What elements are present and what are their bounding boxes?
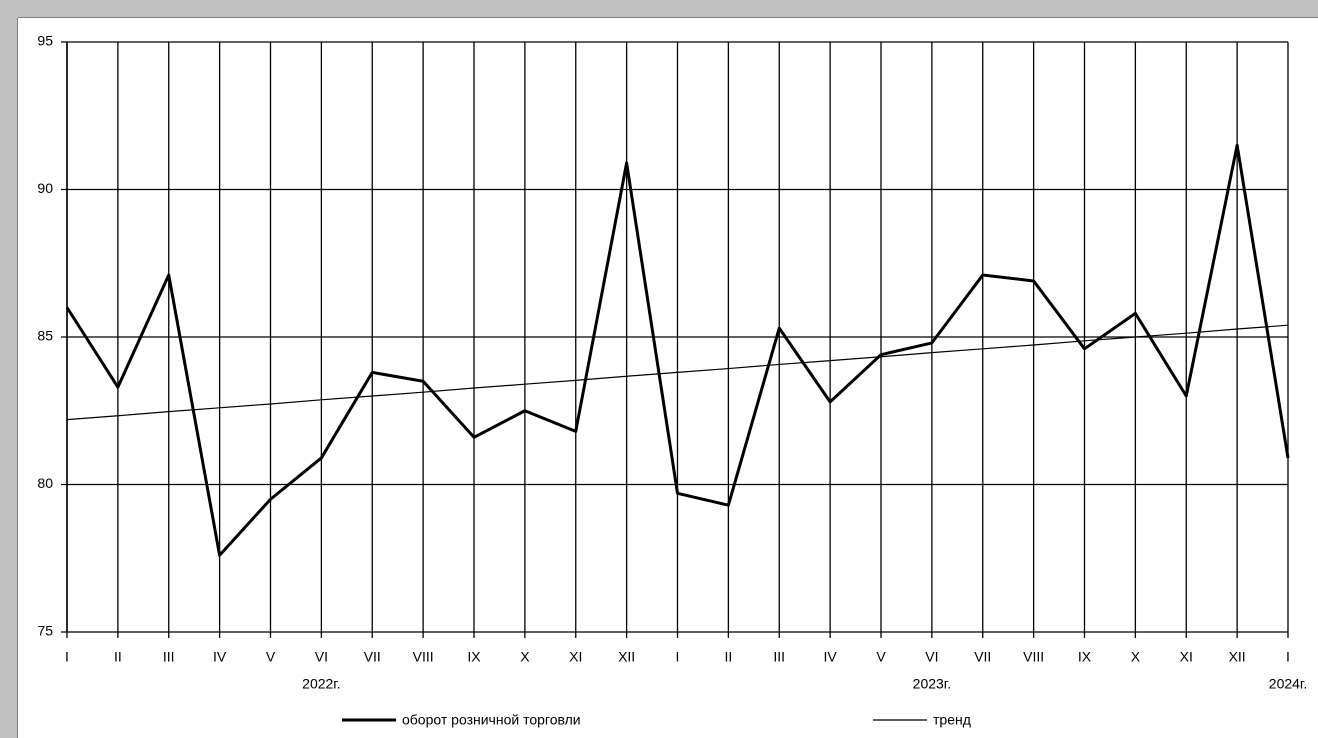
x-tick-label: IV <box>824 649 838 665</box>
x-tick-label: XI <box>569 649 582 665</box>
legend-label: тренд <box>933 712 971 728</box>
year-label: 2022г. <box>302 676 340 692</box>
x-tick-label: IX <box>1078 649 1092 665</box>
x-tick-label: I <box>65 649 69 665</box>
year-label: 2024г. <box>1269 676 1307 692</box>
x-tick-label: XII <box>1229 649 1246 665</box>
y-tick-label: 80 <box>37 475 53 491</box>
x-tick-label: I <box>1286 649 1290 665</box>
x-tick-label: IX <box>467 649 481 665</box>
x-tick-label: II <box>114 649 122 665</box>
year-label: 2023г. <box>913 676 951 692</box>
x-tick-label: IV <box>213 649 227 665</box>
y-tick-label: 95 <box>37 33 53 49</box>
x-tick-label: VIII <box>413 649 434 665</box>
x-tick-label: V <box>876 649 886 665</box>
chart-background <box>18 18 1318 738</box>
x-tick-label: X <box>520 649 530 665</box>
x-tick-label: VII <box>974 649 991 665</box>
x-tick-label: III <box>163 649 175 665</box>
x-tick-label: VI <box>315 649 328 665</box>
x-tick-label: X <box>1131 649 1141 665</box>
x-tick-label: VIII <box>1023 649 1044 665</box>
x-tick-label: XI <box>1180 649 1193 665</box>
x-tick-label: V <box>266 649 276 665</box>
x-tick-label: XII <box>618 649 635 665</box>
series-line <box>65 143 1290 557</box>
legend-label: оборот розничной торговли <box>402 712 581 728</box>
x-tick-label: II <box>724 649 732 665</box>
x-tick-label: III <box>773 649 785 665</box>
y-tick-label: 90 <box>37 180 53 196</box>
x-tick-label: VI <box>925 649 938 665</box>
y-tick-label: 75 <box>37 623 53 639</box>
x-tick-label: I <box>676 649 680 665</box>
series-line <box>66 324 1289 421</box>
x-tick-label: VII <box>364 649 381 665</box>
y-tick-label: 85 <box>37 328 53 344</box>
